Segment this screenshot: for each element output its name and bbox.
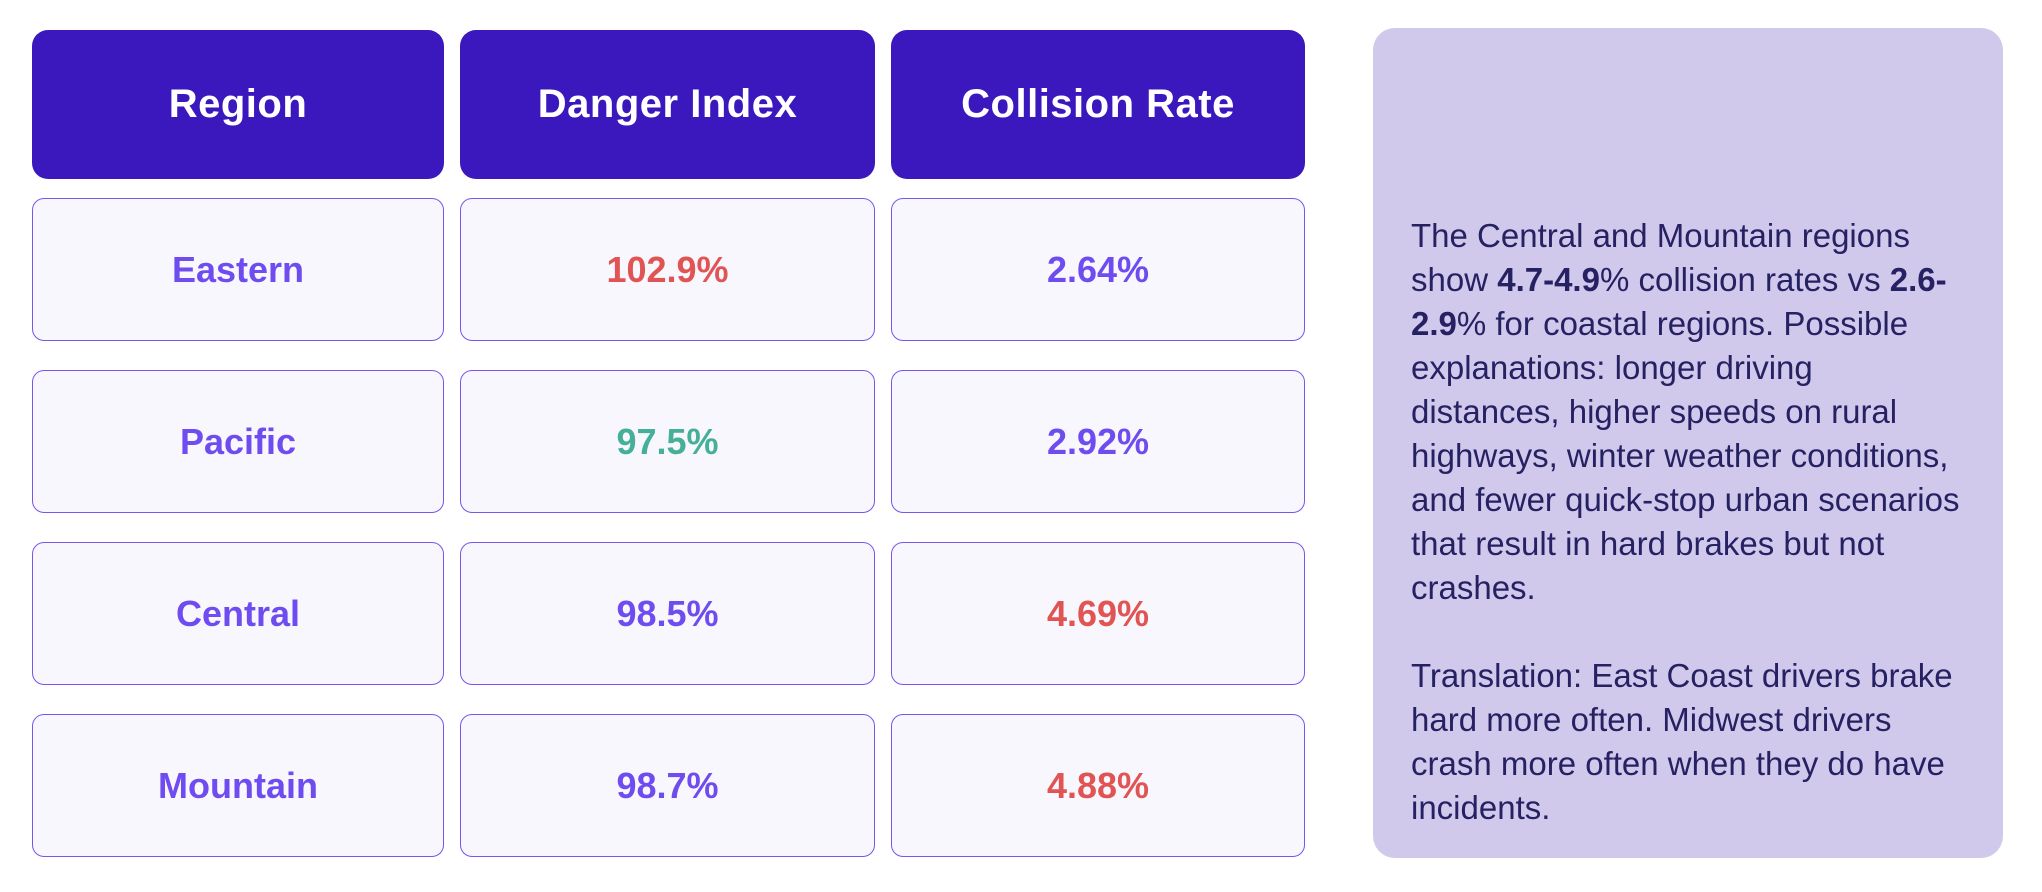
table-cell-danger-index: 98.5% <box>460 542 875 685</box>
table-cell-region: Eastern <box>32 198 444 341</box>
table-cell-collision-rate: 2.64% <box>891 198 1305 341</box>
insight-note-panel: The Central and Mountain regions show 4.… <box>1373 28 2003 858</box>
table-row-central: Central 98.5% 4.69% <box>32 542 1305 685</box>
insight-paragraph-comparison: The Central and Mountain regions show 4.… <box>1411 217 1960 606</box>
table-cell-danger-index: 102.9% <box>460 198 875 341</box>
table-row-eastern: Eastern 102.9% 2.64% <box>32 198 1305 341</box>
table-cell-collision-rate: 4.69% <box>891 542 1305 685</box>
region-danger-table: Region Danger Index Collision Rate Easte… <box>32 30 1305 857</box>
table-cell-region: Mountain <box>32 714 444 857</box>
table-header-row: Region Danger Index Collision Rate <box>32 30 1305 179</box>
table-row-mountain: Mountain 98.7% 4.88% <box>32 714 1305 857</box>
table-cell-region: Central <box>32 542 444 685</box>
table-cell-danger-index: 97.5% <box>460 370 875 513</box>
table-row-pacific: Pacific 97.5% 2.92% <box>32 370 1305 513</box>
header-region: Region <box>32 30 444 179</box>
header-collision-rate: Collision Rate <box>891 30 1305 179</box>
insight-paragraph-translation: Translation: East Coast drivers brake ha… <box>1411 657 1953 826</box>
header-danger-index: Danger Index <box>460 30 875 179</box>
table-cell-collision-rate: 4.88% <box>891 714 1305 857</box>
table-cell-collision-rate: 2.92% <box>891 370 1305 513</box>
table-cell-danger-index: 98.7% <box>460 714 875 857</box>
table-cell-region: Pacific <box>32 370 444 513</box>
